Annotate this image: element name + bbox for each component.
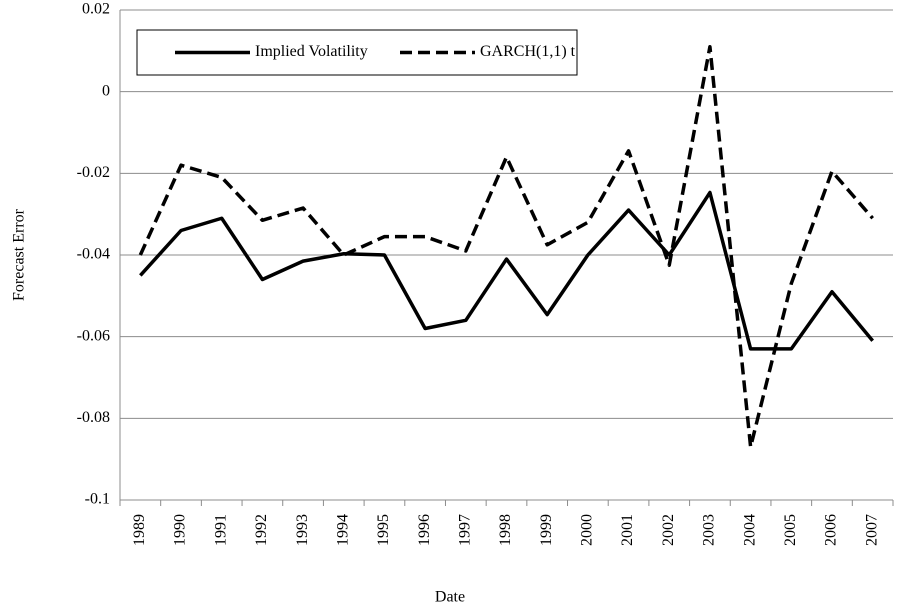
x-tick-label: 1997 [456,514,473,546]
y-tick-label: 0 [102,82,110,99]
x-tick-label: 2001 [619,514,636,546]
x-tick-label: 2000 [579,514,596,546]
y-tick-label: -0.1 [85,491,110,508]
x-tick-label: 1998 [497,514,514,546]
x-tick-label: 1990 [172,514,189,546]
x-tick-label: 2007 [863,514,880,546]
y-tick-label: -0.02 [77,164,110,181]
y-tick-label: -0.06 [77,327,110,344]
legend-label: Implied Volatility [255,43,368,60]
y-axis-label: Forecast Error [11,208,28,301]
x-axis-label: Date [435,589,465,606]
x-tick-label: 1996 [416,514,433,546]
x-tick-label: 1999 [538,514,555,546]
x-tick-label: 2002 [660,514,677,546]
y-tick-label: -0.08 [77,409,110,426]
x-tick-label: 1989 [131,514,148,546]
x-tick-label: 1994 [334,514,351,546]
x-tick-label: 2003 [701,514,718,546]
x-tick-label: 2004 [741,514,758,546]
y-tick-label: -0.04 [77,246,110,263]
x-tick-label: 1992 [253,514,270,546]
x-tick-label: 2006 [823,514,840,546]
x-tick-label: 1995 [375,514,392,546]
legend-label: GARCH(1,1) t [480,43,576,60]
series-line [139,190,875,351]
x-tick-label: 1993 [294,514,311,546]
series-line [138,45,874,449]
x-tick-label: 1991 [212,514,229,546]
y-tick-label: 0.02 [82,1,110,18]
x-tick-label: 2005 [782,514,799,546]
